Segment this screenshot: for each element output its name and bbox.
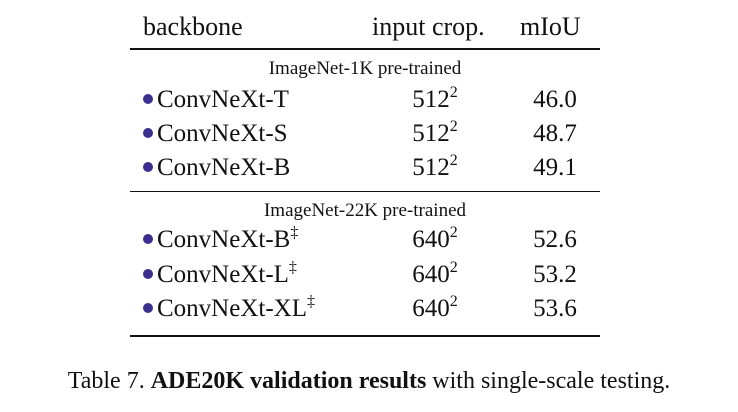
- bottom-rule: [130, 335, 600, 337]
- crop-size: 640: [412, 226, 450, 253]
- backbone-name: ConvNeXt-XL: [157, 295, 307, 322]
- miou-cell: 48.7: [533, 120, 577, 147]
- crop-exponent: 2: [449, 152, 458, 169]
- backbone-name: ConvNeXt-L: [157, 261, 289, 288]
- crop-size: 512: [412, 120, 450, 147]
- header-rule: [130, 48, 600, 50]
- crop-exponent: 2: [449, 84, 458, 101]
- input-crop-cell: 5122: [380, 84, 490, 114]
- miou-cell: 52.6: [533, 226, 577, 253]
- group-label: ImageNet-22K pre-trained: [263, 200, 467, 221]
- crop-exponent: 2: [449, 224, 458, 241]
- dagger-mark: ‡: [306, 293, 315, 310]
- backbone-name: ConvNeXt-T: [157, 86, 289, 113]
- crop-size: 512: [412, 154, 450, 181]
- group-label: ImageNet-1K pre-trained: [268, 58, 462, 79]
- input-crop-cell: 5122: [380, 118, 490, 148]
- input-crop-cell: 6402: [380, 224, 490, 254]
- table-row-backbone: ConvNeXt-B: [143, 154, 290, 182]
- miou-cell: 49.1: [533, 154, 577, 181]
- table-row-backbone: ConvNeXt-S: [143, 120, 288, 148]
- input-crop-cell: 5122: [380, 152, 490, 182]
- crop-size: 640: [412, 261, 450, 288]
- crop-exponent: 2: [449, 118, 458, 135]
- table-row-backbone: ConvNeXt-T: [143, 86, 289, 114]
- header-backbone: backbone: [143, 12, 243, 41]
- bullet-dot-icon: [143, 234, 153, 244]
- bullet-dot-icon: [143, 303, 153, 313]
- caption-bold: ADE20K validation results: [150, 368, 427, 394]
- input-crop-cell: 6402: [380, 259, 490, 289]
- crop-size: 512: [412, 86, 450, 113]
- table-row-backbone: ConvNeXt-B‡: [143, 224, 299, 254]
- table-row-backbone: ConvNeXt-XL‡: [143, 293, 315, 323]
- dagger-mark: ‡: [288, 259, 297, 276]
- header-miou: mIoU: [520, 12, 581, 41]
- backbone-name: ConvNeXt-S: [157, 120, 288, 147]
- miou-cell: 46.0: [533, 86, 577, 113]
- header-input-crop: input crop.: [372, 12, 485, 41]
- bullet-dot-icon: [143, 94, 153, 104]
- crop-size: 640: [412, 295, 450, 322]
- dagger-mark: ‡: [290, 224, 299, 241]
- input-crop-cell: 6402: [380, 293, 490, 323]
- group-divider: [130, 191, 600, 192]
- table-caption: Table 7. ADE20K validation results with …: [0, 368, 738, 395]
- bullet-dot-icon: [143, 162, 153, 172]
- caption-label: Table 7.: [67, 368, 151, 394]
- backbone-name: ConvNeXt-B: [157, 154, 291, 181]
- caption-text: with single-scale testing.: [426, 368, 671, 394]
- bullet-dot-icon: [143, 269, 153, 279]
- bullet-dot-icon: [143, 128, 153, 138]
- crop-exponent: 2: [449, 293, 458, 310]
- backbone-name: ConvNeXt-B: [157, 226, 291, 253]
- miou-cell: 53.6: [533, 295, 577, 322]
- miou-cell: 53.2: [533, 261, 577, 288]
- table-row-backbone: ConvNeXt-L‡: [143, 259, 297, 289]
- crop-exponent: 2: [449, 259, 458, 276]
